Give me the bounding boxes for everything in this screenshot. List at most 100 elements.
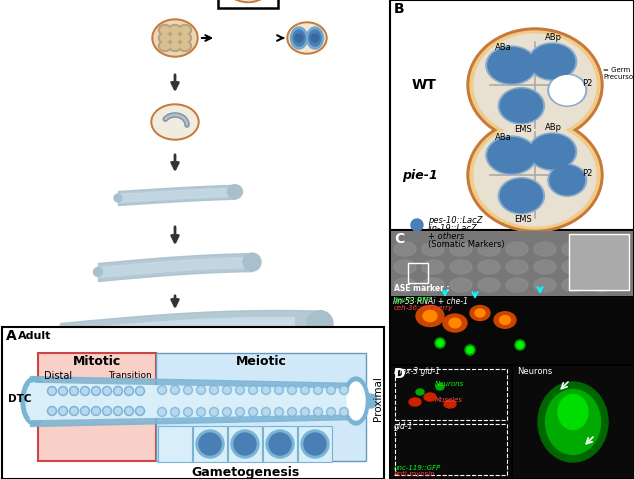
Ellipse shape [287,22,327,54]
Ellipse shape [315,387,321,393]
Text: Meiotic: Meiotic [236,355,287,368]
Text: WT: WT [412,78,437,92]
Ellipse shape [26,383,42,419]
Ellipse shape [158,24,172,35]
Ellipse shape [211,387,217,393]
Ellipse shape [347,382,365,420]
Ellipse shape [422,242,444,256]
Circle shape [48,387,56,396]
Circle shape [71,388,77,394]
Bar [395,369,507,420]
Circle shape [48,407,56,415]
Ellipse shape [169,33,181,44]
Ellipse shape [160,43,169,49]
Ellipse shape [394,260,416,274]
Ellipse shape [470,306,490,320]
Ellipse shape [339,386,349,395]
Ellipse shape [224,387,230,393]
Circle shape [301,430,329,458]
Text: = Germ Cell
Precursor: = Germ Cell Precursor [603,67,634,80]
Ellipse shape [498,88,545,124]
Ellipse shape [222,0,274,2]
Circle shape [136,407,145,415]
Ellipse shape [293,30,305,46]
Ellipse shape [171,408,179,417]
Ellipse shape [500,89,543,123]
Ellipse shape [159,409,165,415]
Text: A: A [6,329,16,343]
Ellipse shape [179,33,191,44]
Circle shape [411,219,423,231]
Ellipse shape [488,137,535,173]
Ellipse shape [93,267,103,276]
Ellipse shape [538,382,608,462]
Ellipse shape [302,387,308,393]
Circle shape [71,408,77,414]
Ellipse shape [494,312,516,328]
Ellipse shape [449,318,461,328]
Bar [390,230,634,365]
Ellipse shape [327,386,335,395]
Ellipse shape [528,133,577,170]
Bar [408,263,428,283]
Circle shape [437,340,443,346]
Ellipse shape [263,409,269,415]
Circle shape [82,408,88,414]
Ellipse shape [562,278,584,292]
Circle shape [103,387,112,396]
Circle shape [70,407,79,415]
Ellipse shape [153,106,197,138]
Text: Mitotic: Mitotic [73,355,121,368]
Ellipse shape [211,409,217,415]
Ellipse shape [197,408,205,417]
Ellipse shape [506,260,528,274]
Text: gcy-5::GFP: gcy-5::GFP [394,297,432,303]
Ellipse shape [289,387,295,393]
Ellipse shape [550,166,585,195]
Text: Neurons: Neurons [435,381,464,387]
Ellipse shape [590,242,612,256]
Text: Gametogenesis: Gametogenesis [191,466,299,479]
Ellipse shape [275,386,283,395]
Text: EMS: EMS [514,215,532,224]
Text: (Somatic Markers): (Somatic Markers) [428,240,505,249]
Circle shape [196,430,224,458]
Bar [395,424,507,475]
Text: ASE marker :: ASE marker : [394,284,450,293]
Ellipse shape [237,409,243,415]
Ellipse shape [498,178,545,214]
Ellipse shape [423,310,437,321]
Circle shape [60,408,66,414]
Ellipse shape [301,408,309,417]
Circle shape [136,387,145,396]
Text: pie-1: pie-1 [402,169,437,182]
Ellipse shape [500,179,543,213]
Text: lin-19::LacZ: lin-19::LacZ [428,224,477,232]
Ellipse shape [290,27,307,49]
Ellipse shape [558,395,588,430]
Ellipse shape [237,387,243,393]
Ellipse shape [287,408,297,417]
Circle shape [234,433,256,455]
Ellipse shape [416,306,444,327]
Ellipse shape [328,409,334,415]
Bar [193,426,227,462]
Bar [228,426,262,462]
Circle shape [231,430,259,458]
Bar [263,426,297,462]
Text: Muscles: Muscles [435,397,463,403]
Polygon shape [0,355,385,479]
Ellipse shape [287,386,297,395]
Circle shape [199,433,221,455]
Text: unc-119::GFP: unc-119::GFP [394,465,441,471]
Text: max-3 gld-1: max-3 gld-1 [394,367,440,376]
Circle shape [435,338,445,348]
Text: P2: P2 [582,79,592,88]
Ellipse shape [157,408,167,417]
Ellipse shape [478,242,500,256]
Text: Distal: Distal [44,371,72,381]
Ellipse shape [160,34,169,42]
Ellipse shape [562,260,584,274]
Text: Transition: Transition [108,371,152,380]
Ellipse shape [152,19,198,57]
